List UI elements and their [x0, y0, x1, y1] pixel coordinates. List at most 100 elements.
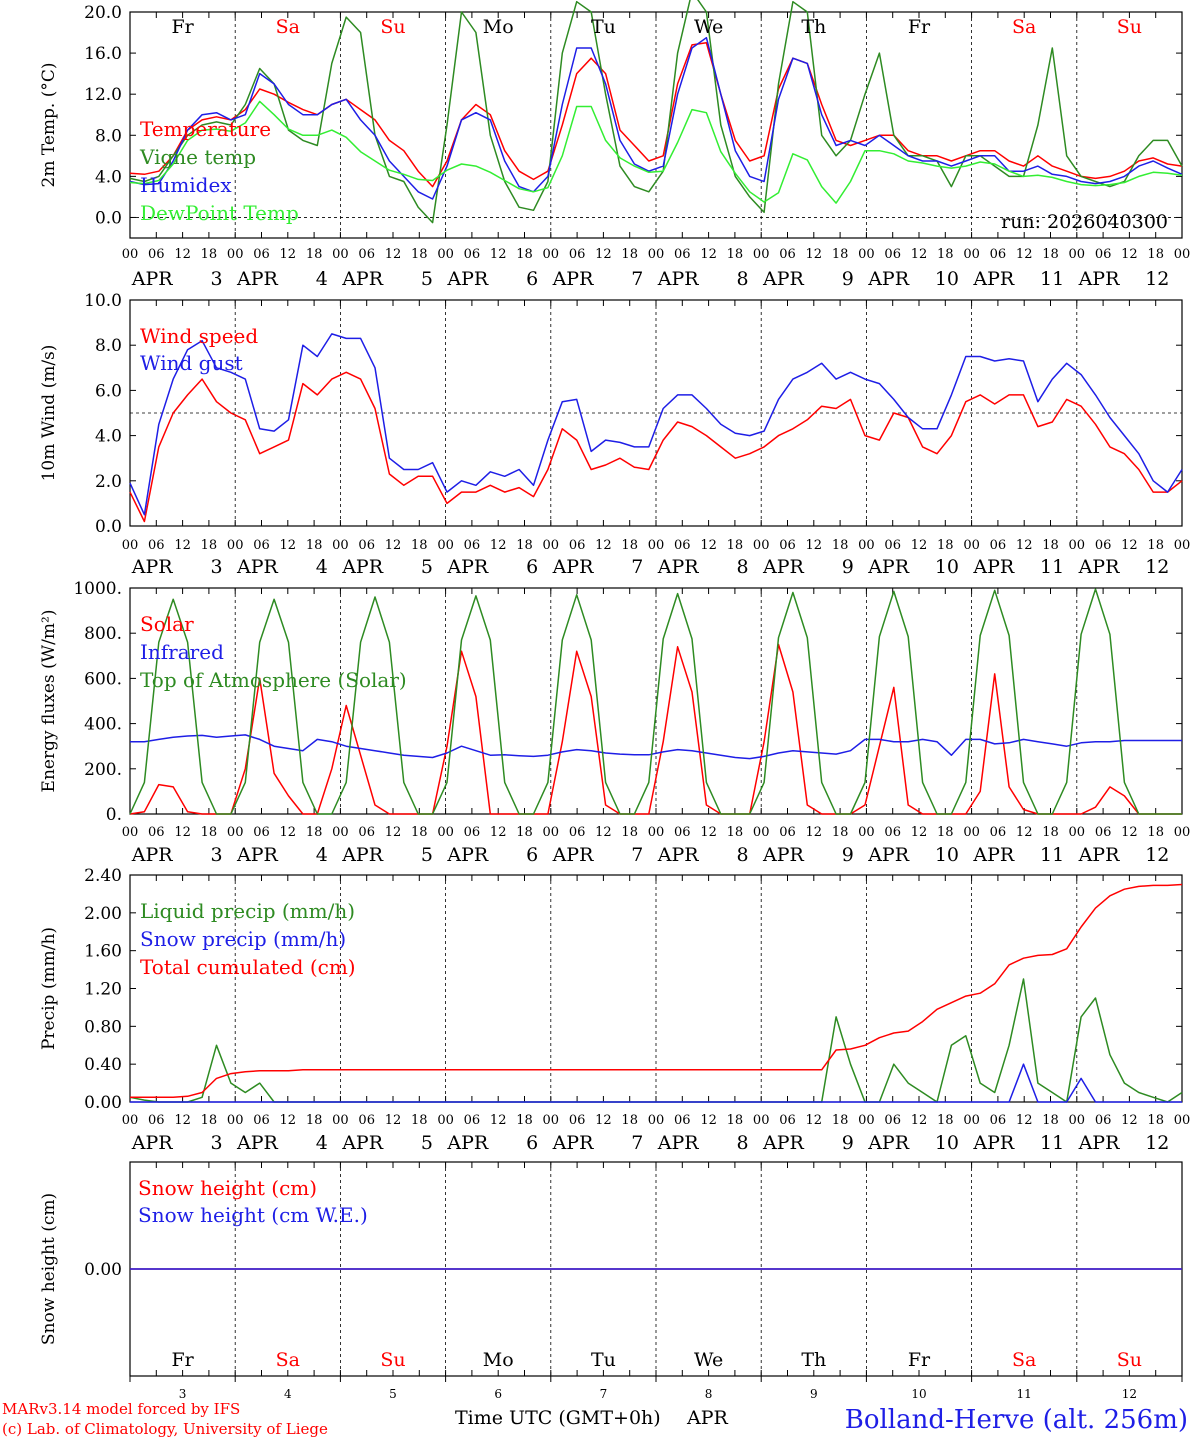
hour-label: 12 — [1016, 538, 1033, 553]
hour-label: 06 — [358, 538, 375, 553]
hour-label: 18 — [832, 247, 849, 262]
date-label: 12 — [1122, 1387, 1137, 1401]
legend-entry: Top of Atmosphere (Solar) — [140, 668, 407, 692]
date-label: 7 — [631, 1132, 643, 1154]
hour-label: 18 — [201, 825, 218, 840]
month-label: APR — [446, 556, 489, 578]
hour-label: 00 — [1069, 825, 1086, 840]
weekday-label: Th — [801, 16, 826, 38]
weekday-label: We — [694, 1349, 723, 1371]
weekday-label: Fr — [908, 1349, 931, 1371]
date-label: 5 — [421, 556, 433, 578]
hour-label: 18 — [306, 247, 323, 262]
hour-label: 06 — [1095, 825, 1112, 840]
hour-label: 12 — [174, 825, 191, 840]
hour-label: 18 — [306, 1113, 323, 1128]
month-label: APR — [1078, 844, 1121, 866]
legend-entry: Infrared — [140, 640, 224, 664]
legend-entry: Wind gust — [140, 351, 243, 375]
run-label: run: 2026040300 — [1001, 211, 1168, 233]
date-label: 8 — [737, 268, 749, 290]
month-label: APR — [552, 844, 595, 866]
month-label: APR — [657, 1132, 700, 1154]
month-label: APR — [446, 268, 489, 290]
hour-label: 06 — [148, 1113, 165, 1128]
hour-label: 06 — [884, 825, 901, 840]
hour-label: 00 — [648, 1113, 665, 1128]
hour-label: 06 — [990, 247, 1007, 262]
hour-label: 12 — [806, 825, 823, 840]
month-label: APR — [762, 268, 805, 290]
month-label: APR — [1078, 268, 1121, 290]
hour-label: 18 — [832, 538, 849, 553]
month-label: APR — [236, 268, 279, 290]
series-line-wind-speed — [129, 371, 1183, 523]
date-label: 8 — [737, 844, 749, 866]
date-label: 10 — [935, 268, 959, 290]
date-label: 6 — [526, 268, 538, 290]
hour-label: 00 — [753, 1113, 770, 1128]
hour-label: 12 — [911, 825, 928, 840]
hour-label: 18 — [411, 825, 428, 840]
hour-label: 00 — [963, 247, 980, 262]
hour-label: 06 — [569, 825, 586, 840]
date-label: 4 — [316, 556, 328, 578]
month-label: APR — [1078, 1132, 1121, 1154]
hour-label: 06 — [884, 247, 901, 262]
hour-label: 06 — [253, 247, 270, 262]
hour-label: 06 — [569, 1113, 586, 1128]
hour-label: 12 — [1121, 1113, 1138, 1128]
month-label: APR — [341, 268, 384, 290]
hour-label: 00 — [858, 1113, 875, 1128]
hour-label: 12 — [700, 247, 717, 262]
hour-label: 00 — [543, 538, 560, 553]
hour-label: 18 — [727, 538, 744, 553]
hour-label: 12 — [595, 247, 612, 262]
hour-label: 18 — [621, 1113, 638, 1128]
y-tick-label: 1000. — [73, 579, 122, 599]
date-label: 3 — [179, 1387, 187, 1401]
legend-entry: DewPoint Temp — [140, 201, 299, 225]
month-label: APR — [657, 844, 700, 866]
month-label: APR — [131, 268, 174, 290]
hour-label: 12 — [174, 1113, 191, 1128]
hour-label: 00 — [543, 1113, 560, 1128]
hour-label: 18 — [516, 1113, 533, 1128]
month-label: APR — [1078, 556, 1121, 578]
hour-label: 00 — [963, 538, 980, 553]
y-tick-label: 2.0 — [95, 472, 122, 492]
weekday-label: Sa — [1012, 1349, 1036, 1371]
hour-label: 12 — [806, 1113, 823, 1128]
hour-label: 00 — [648, 247, 665, 262]
month-label: APR — [972, 556, 1015, 578]
month-label: APR — [552, 556, 595, 578]
hour-label: 06 — [990, 538, 1007, 553]
hour-label: 06 — [779, 247, 796, 262]
month-label: APR — [972, 844, 1015, 866]
hour-label: 00 — [858, 247, 875, 262]
month-label: APR — [972, 1132, 1015, 1154]
weekday-label: Th — [801, 1349, 826, 1371]
date-label: 8 — [705, 1387, 713, 1401]
date-label: 5 — [389, 1387, 397, 1401]
date-label: 5 — [421, 844, 433, 866]
weekday-label: Sa — [1012, 16, 1036, 38]
month-label: APR — [236, 844, 279, 866]
hour-label: 12 — [911, 247, 928, 262]
hour-label: 12 — [174, 247, 191, 262]
hour-label: 12 — [280, 247, 297, 262]
weekday-label: Su — [380, 1349, 405, 1371]
hour-label: 00 — [437, 1113, 454, 1128]
hour-label: 12 — [280, 1113, 297, 1128]
hour-label: 18 — [306, 825, 323, 840]
hour-label: 06 — [674, 1113, 691, 1128]
hour-label: 00 — [648, 825, 665, 840]
hour-label: 12 — [806, 538, 823, 553]
hour-label: 06 — [569, 538, 586, 553]
copyright-credit: (c) Lab. of Climatology, University of L… — [2, 1420, 328, 1438]
hour-label: 12 — [911, 1113, 928, 1128]
month-label: APR — [341, 844, 384, 866]
date-label: 9 — [842, 1132, 854, 1154]
date-label: 3 — [211, 556, 223, 578]
y-tick-label: 600. — [84, 669, 122, 689]
